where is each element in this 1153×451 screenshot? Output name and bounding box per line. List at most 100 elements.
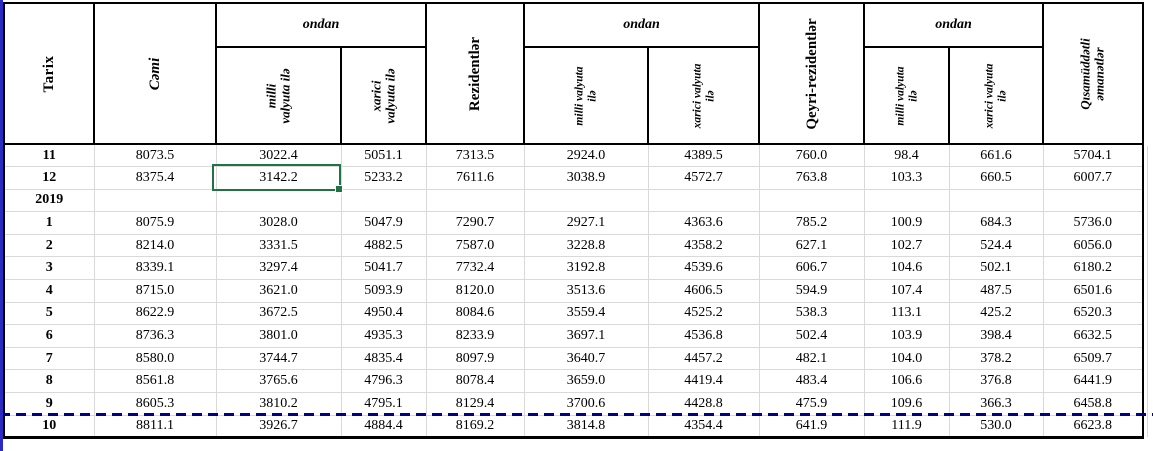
data-cell[interactable]: 482.1 xyxy=(758,346,865,371)
data-cell[interactable]: 6520.3 xyxy=(1042,301,1144,326)
data-cell[interactable]: 763.8 xyxy=(758,166,865,190)
data-cell[interactable]: 3142.2 xyxy=(215,166,342,190)
data-cell[interactable]: 8129.4 xyxy=(425,392,525,416)
row-label[interactable]: 8 xyxy=(3,369,95,394)
header-cami[interactable]: Cəmi xyxy=(93,2,217,145)
data-cell[interactable]: 8580.0 xyxy=(93,346,217,371)
data-cell[interactable]: 3038.9 xyxy=(523,166,649,190)
data-cell[interactable]: 502.4 xyxy=(758,324,865,348)
data-cell[interactable]: 3228.8 xyxy=(523,233,649,258)
data-cell[interactable]: 760.0 xyxy=(758,143,865,168)
data-cell[interactable]: 3022.4 xyxy=(215,143,342,168)
data-cell[interactable]: 8375.4 xyxy=(93,166,217,190)
header-xarici-valyuta-1[interactable]: xarici valyuta ilə xyxy=(339,46,428,145)
header-milli-valyuta-2[interactable]: milli valyuta ilə xyxy=(523,46,650,145)
data-cell[interactable]: 6623.8 xyxy=(1042,414,1144,439)
data-cell[interactable]: 5051.1 xyxy=(340,143,427,168)
data-cell[interactable]: 3744.7 xyxy=(215,346,342,371)
data-cell[interactable]: 8339.1 xyxy=(93,256,217,281)
data-cell[interactable]: 111.9 xyxy=(863,414,950,439)
data-cell[interactable]: 6441.9 xyxy=(1042,369,1144,394)
data-cell[interactable]: 425.2 xyxy=(948,301,1044,326)
data-cell[interactable]: 4935.3 xyxy=(340,324,427,348)
data-cell[interactable]: 8233.9 xyxy=(425,324,525,348)
data-cell[interactable]: 524.4 xyxy=(948,233,1044,258)
header-tarix[interactable]: Tarix xyxy=(3,2,95,145)
header-qeyri-rezidentlar[interactable]: Qeyri-rezidentlər xyxy=(758,2,866,145)
data-cell[interactable]: 4354.4 xyxy=(647,414,760,439)
row-label[interactable]: 2 xyxy=(3,233,95,258)
data-cell[interactable]: 3814.8 xyxy=(523,414,649,439)
data-cell[interactable]: 109.6 xyxy=(863,392,950,416)
data-cell[interactable]: 103.9 xyxy=(863,324,950,348)
data-cell[interactable]: 4795.1 xyxy=(340,392,427,416)
data-cell[interactable]: 398.4 xyxy=(948,324,1044,348)
row-label[interactable]: 5 xyxy=(3,301,95,326)
data-cell[interactable]: 475.9 xyxy=(758,392,865,416)
data-cell[interactable] xyxy=(340,188,427,213)
data-cell[interactable]: 4428.8 xyxy=(647,392,760,416)
data-cell[interactable]: 483.4 xyxy=(758,369,865,394)
data-cell[interactable]: 3810.2 xyxy=(215,392,342,416)
data-cell[interactable]: 7313.5 xyxy=(425,143,525,168)
data-cell[interactable]: 4796.3 xyxy=(340,369,427,394)
data-cell[interactable]: 8622.9 xyxy=(93,301,217,326)
data-cell[interactable]: 627.1 xyxy=(758,233,865,258)
data-cell[interactable]: 661.6 xyxy=(948,143,1044,168)
data-cell[interactable]: 3331.5 xyxy=(215,233,342,258)
data-cell[interactable]: 3801.0 xyxy=(215,324,342,348)
data-cell[interactable]: 6509.7 xyxy=(1042,346,1144,371)
header-xarici-valyuta-2[interactable]: xarici valyuta ilə xyxy=(647,46,761,145)
data-cell[interactable]: 8097.9 xyxy=(425,346,525,371)
row-label[interactable]: 2019 xyxy=(3,188,95,213)
data-cell[interactable] xyxy=(425,188,525,213)
data-cell[interactable]: 113.1 xyxy=(863,301,950,326)
data-cell[interactable]: 606.7 xyxy=(758,256,865,281)
data-cell[interactable]: 6632.5 xyxy=(1042,324,1144,348)
data-cell[interactable]: 8073.5 xyxy=(93,143,217,168)
data-cell[interactable]: 5041.7 xyxy=(340,256,427,281)
data-cell[interactable]: 684.3 xyxy=(948,211,1044,235)
data-cell[interactable]: 4363.6 xyxy=(647,211,760,235)
header-milli-valyuta-3[interactable]: milli valyuta ilə xyxy=(863,46,951,145)
data-cell[interactable]: 3697.1 xyxy=(523,324,649,348)
data-cell[interactable]: 6007.7 xyxy=(1042,166,1144,190)
data-cell[interactable]: 8078.4 xyxy=(425,369,525,394)
data-cell[interactable]: 107.4 xyxy=(863,279,950,303)
data-cell[interactable]: 641.9 xyxy=(758,414,865,439)
data-cell[interactable]: 8120.0 xyxy=(425,279,525,303)
data-cell[interactable]: 7587.0 xyxy=(425,233,525,258)
data-cell[interactable]: 378.2 xyxy=(948,346,1044,371)
data-cell[interactable] xyxy=(758,188,865,213)
data-cell[interactable]: 487.5 xyxy=(948,279,1044,303)
data-cell[interactable]: 4572.7 xyxy=(647,166,760,190)
row-label[interactable]: 10 xyxy=(3,414,95,439)
header-ondan-1[interactable]: ondan xyxy=(214,2,428,48)
data-cell[interactable]: 3192.8 xyxy=(523,256,649,281)
data-cell[interactable]: 6180.2 xyxy=(1042,256,1144,281)
data-cell[interactable] xyxy=(93,188,217,213)
data-cell[interactable]: 8214.0 xyxy=(93,233,217,258)
data-cell[interactable]: 8605.3 xyxy=(93,392,217,416)
data-cell[interactable]: 7611.6 xyxy=(425,166,525,190)
data-cell[interactable]: 100.9 xyxy=(863,211,950,235)
data-cell[interactable]: 4389.5 xyxy=(647,143,760,168)
data-cell[interactable]: 4525.2 xyxy=(647,301,760,326)
data-cell[interactable]: 3028.0 xyxy=(215,211,342,235)
data-cell[interactable]: 3672.5 xyxy=(215,301,342,326)
data-cell[interactable]: 104.6 xyxy=(863,256,950,281)
data-cell[interactable]: 8561.8 xyxy=(93,369,217,394)
data-cell[interactable]: 8811.1 xyxy=(93,414,217,439)
data-cell[interactable]: 785.2 xyxy=(758,211,865,235)
data-cell[interactable]: 8084.6 xyxy=(425,301,525,326)
data-cell[interactable]: 6056.0 xyxy=(1042,233,1144,258)
data-cell[interactable]: 5047.9 xyxy=(340,211,427,235)
data-cell[interactable]: 103.3 xyxy=(863,166,950,190)
data-cell[interactable]: 5233.2 xyxy=(340,166,427,190)
header-qisamuddatli[interactable]: Qısamüddətli əmanətlər xyxy=(1042,2,1145,145)
data-cell[interactable]: 8169.2 xyxy=(425,414,525,439)
row-label[interactable]: 11 xyxy=(3,143,95,168)
data-cell[interactable]: 7732.4 xyxy=(425,256,525,281)
data-cell[interactable]: 4835.4 xyxy=(340,346,427,371)
data-cell[interactable] xyxy=(863,188,950,213)
